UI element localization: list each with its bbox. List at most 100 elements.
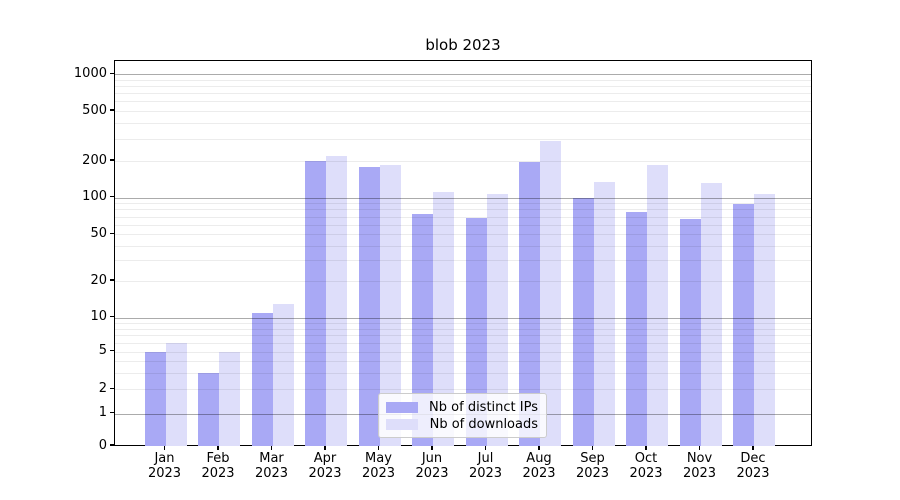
gridline-major-1000: [115, 74, 811, 76]
gridline-major-100: [115, 197, 811, 199]
xtick-label-jul: Jul 2023: [456, 451, 516, 481]
xtick-mark-apr: [324, 446, 326, 450]
xtick-year-jun: 2023: [415, 465, 449, 481]
bar-ips-apr: [305, 161, 326, 446]
ytick-label-1000: 1000: [73, 65, 107, 81]
xtick-year-dec: 2023: [736, 465, 770, 481]
xtick-month-jan: Jan: [154, 451, 175, 466]
xtick-mark-jul: [484, 446, 487, 450]
xtick-mark-aug: [538, 446, 540, 450]
xtick-label-may: May 2023: [349, 451, 409, 481]
xtick-label-feb: Feb 2023: [188, 451, 248, 481]
gridline-minor-400: [115, 123, 811, 125]
chart-title: blob 2023: [425, 36, 501, 54]
ytick-label-20: 20: [90, 272, 107, 288]
ytick-label-5: 5: [98, 343, 107, 359]
bar-downloads-jan: [165, 342, 187, 446]
bar-downloads-dec: [754, 193, 775, 446]
ytick-mark-20: [110, 279, 114, 281]
gridline-minor-90: [115, 203, 811, 205]
bar-ips-may: [358, 166, 380, 446]
xtick-year-aug: 2023: [522, 465, 556, 481]
gridline-minor-800: [115, 86, 811, 88]
xtick-year-sep: 2023: [575, 465, 610, 481]
bar-downloads-mar: [272, 303, 294, 446]
xtick-label-sep: Sep 2023: [563, 451, 623, 481]
xtick-label-mar: Mar 2023: [242, 451, 302, 481]
gridline-minor-50: [115, 234, 811, 236]
ytick-mark-200: [110, 159, 114, 161]
gridline-minor-200: [115, 161, 811, 162]
xtick-month-nov: Nov: [686, 451, 713, 466]
xtick-month-mar: Mar: [259, 451, 284, 466]
gridline-minor-40: [115, 245, 811, 247]
xtick-mark-feb: [217, 446, 219, 450]
ytick-mark-2: [110, 387, 114, 390]
xtick-month-apr: Apr: [313, 451, 337, 466]
xtick-month-dec: Dec: [740, 451, 766, 466]
ytick-mark-1: [110, 411, 114, 414]
bar-ips-nov: [679, 218, 701, 446]
gridline-minor-20: [115, 281, 811, 282]
xtick-label-aug: Aug 2023: [509, 451, 569, 481]
bar-downloads-nov: [700, 183, 722, 446]
gridline-minor-300: [115, 138, 811, 140]
bar-downloads-oct: [647, 165, 668, 446]
xtick-mark-jan: [163, 446, 166, 450]
ytick-label-1: 1: [98, 405, 107, 421]
ytick-label-100: 100: [82, 189, 107, 205]
bar-ips-jun: [412, 214, 433, 446]
bar-downloads-sep: [593, 181, 615, 446]
xtick-month-jun: Jun: [421, 451, 443, 466]
xtick-year-jul: 2023: [468, 465, 503, 481]
ytick-mark-5: [110, 349, 114, 352]
ytick-label-200: 200: [82, 152, 107, 168]
legend-label-downloads: Nb of downloads: [429, 417, 538, 432]
gridline-minor-3: [115, 372, 811, 374]
xtick-mark-dec: [752, 446, 754, 450]
xtick-month-aug: Aug: [526, 451, 552, 466]
gridline-minor-4: [115, 360, 811, 362]
ytick-mark-1000: [110, 72, 114, 75]
plot-area: [114, 60, 812, 446]
ytick-mark-100: [110, 195, 114, 198]
xtick-year-nov: 2023: [682, 465, 717, 481]
bar-downloads-apr: [326, 155, 347, 446]
xtick-label-jan: Jan 2023: [135, 451, 195, 481]
bar-downloads-jun: [433, 191, 454, 446]
xtick-month-may: May: [365, 451, 392, 466]
bar-downloads-jul: [486, 193, 508, 446]
xtick-year-oct: 2023: [629, 465, 663, 481]
xtick-mark-mar: [270, 446, 273, 450]
legend: Nb of distinct IPs Nb of downloads: [378, 393, 547, 438]
xtick-year-jan: 2023: [147, 465, 182, 481]
xtick-label-apr: Apr 2023: [295, 451, 355, 481]
gridline-minor-8: [115, 328, 811, 330]
gridline-minor-6: [115, 342, 811, 344]
ytick-mark-50: [110, 232, 114, 235]
gridline-minor-80: [115, 209, 811, 211]
xtick-label-dec: Dec 2023: [723, 451, 783, 481]
legend-row-distinct-ips: Nb of distinct IPs: [386, 400, 538, 415]
gridline-minor-700: [115, 93, 811, 95]
xtick-month-feb: Feb: [206, 451, 230, 466]
ytick-label-0: 0: [98, 437, 107, 453]
gridline-minor-30: [115, 260, 811, 262]
gridline-minor-70: [115, 216, 811, 218]
gridline-minor-900: [115, 79, 811, 81]
gridline-minor-2: [115, 389, 811, 391]
bar-ips-dec: [733, 204, 754, 446]
legend-swatch-distinct-ips: [386, 402, 418, 413]
xtick-mark-sep: [591, 446, 594, 450]
bar-ips-feb: [198, 372, 219, 446]
ytick-label-500: 500: [82, 102, 107, 118]
ytick-mark-500: [110, 109, 114, 111]
gridline-minor-500: [115, 111, 811, 112]
xtick-mark-oct: [645, 446, 647, 450]
gridline-major-10: [115, 317, 811, 319]
xtick-year-feb: 2023: [201, 465, 235, 481]
bar-ips-aug: [519, 162, 540, 446]
xtick-year-apr: 2023: [308, 465, 342, 481]
ytick-label-10: 10: [90, 309, 107, 325]
